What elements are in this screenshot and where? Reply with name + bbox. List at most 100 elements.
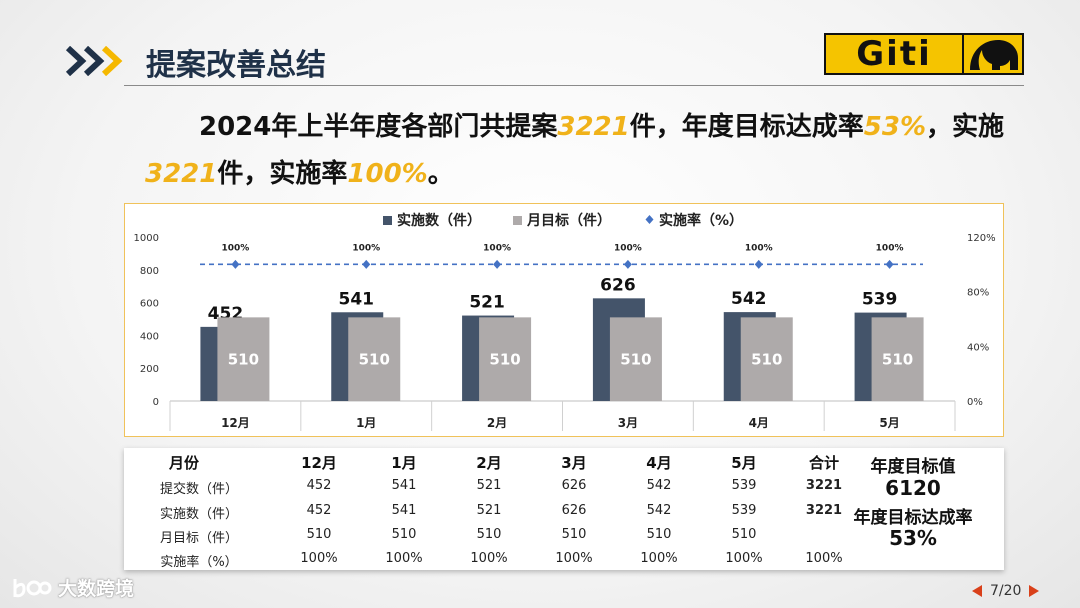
- summary-part: 件，实施率: [217, 159, 348, 189]
- summary-part: ，实施: [926, 112, 1005, 142]
- table-total-cell: 3221: [805, 503, 843, 518]
- y-right-tick-label: 120%: [967, 233, 996, 244]
- legend-label: 实施率（%）: [659, 212, 743, 229]
- table-cell: 541: [391, 478, 417, 493]
- table-total-cell: 3221: [805, 478, 843, 493]
- table-cell: 510: [391, 527, 417, 542]
- y-left-tick-label: 600: [140, 299, 159, 310]
- legend-swatch: [513, 216, 522, 225]
- watermark: 大数跨境: [12, 574, 134, 601]
- chevrons-icon: [66, 46, 123, 76]
- legend-label: 实施数（件）: [397, 212, 481, 229]
- annual-target-value: 6120: [885, 476, 941, 500]
- bar-target: [348, 317, 401, 401]
- table-header-cell: 2月: [476, 454, 502, 472]
- x-tick-label: 5月: [879, 416, 899, 430]
- bar-actual-label: 541: [339, 289, 375, 309]
- table-header-cell: 5月: [731, 454, 757, 472]
- x-tick-label: 12月: [221, 416, 250, 430]
- table-cell: 100%: [385, 551, 423, 566]
- annual-rate-value: 53%: [889, 526, 937, 550]
- y-left-tick-label: 200: [140, 364, 159, 375]
- summary-implementation-rate: 100%: [347, 159, 428, 189]
- legend-swatch: [645, 215, 654, 224]
- table-cell: 100%: [640, 551, 678, 566]
- table-cell: 539: [731, 478, 757, 493]
- elephant-emblem-icon: [964, 35, 1022, 73]
- table-header-cell: 3月: [561, 454, 587, 472]
- rate-point: [362, 259, 371, 269]
- table-header-cell: 4月: [646, 454, 672, 472]
- previous-page-icon[interactable]: [972, 585, 982, 597]
- watermark-text: 大数跨境: [58, 578, 135, 600]
- legend-swatch: [383, 216, 392, 225]
- combo-chart: 实施数（件） 月目标（件） 实施率（%） 0 200 400 600 800 1000 0% 40%…: [134, 212, 996, 431]
- table-cell: 539: [731, 503, 757, 518]
- table-row-label: 实施率（%）: [160, 555, 238, 570]
- bar-target-label: 510: [359, 350, 390, 368]
- annual-rate-label: 年度目标达成率: [853, 508, 973, 528]
- table-cell: 542: [646, 478, 672, 493]
- table-cell: 510: [731, 527, 757, 542]
- table-cell: 510: [561, 527, 587, 542]
- bar-target-label: 510: [751, 350, 782, 368]
- table-cell: 541: [391, 503, 417, 518]
- y-left-tick-label: 0: [153, 397, 159, 408]
- table-cell: 100%: [300, 551, 338, 566]
- rate-point: [231, 259, 240, 269]
- table-cell: 521: [476, 478, 502, 493]
- table-row-label: 实施数（件）: [159, 507, 238, 522]
- x-tick-label: 2月: [487, 416, 507, 430]
- rate-point-label: 100%: [222, 243, 250, 253]
- page-number: 7/20: [990, 583, 1022, 599]
- summary-part: 2024年上半年度各部门共提案: [199, 112, 558, 142]
- table-row-label: 月目标（件）: [159, 531, 238, 546]
- table-cell: 100%: [555, 551, 593, 566]
- rate-point-label: 100%: [352, 243, 380, 253]
- x-tick-label: 3月: [618, 416, 638, 430]
- table-cell: 626: [561, 503, 587, 518]
- summary-part: 。: [427, 159, 454, 189]
- y-right-tick-label: 40%: [967, 342, 989, 353]
- bar-actual-label: 626: [600, 275, 636, 295]
- table-cell: 510: [646, 527, 672, 542]
- bar-target: [217, 317, 270, 401]
- bar-actual-label: 521: [469, 293, 505, 313]
- table-row-label: 提交数（件）: [159, 482, 238, 497]
- rate-point-label: 100%: [876, 243, 904, 253]
- bar-target: [609, 317, 662, 401]
- bar-target-label: 510: [882, 350, 913, 368]
- summary-implemented-count: 3221: [145, 159, 218, 189]
- bar-actual-label: 542: [731, 289, 767, 309]
- chart-panel: 实施数（件） 月目标（件） 实施率（%） 0 200 400 600 800 1000 0% 40%…: [124, 203, 1004, 437]
- table-cell: 521: [476, 503, 502, 518]
- table-header-cell: 月份: [168, 454, 199, 472]
- table-total-cell: 100%: [805, 551, 843, 566]
- rate-point-label: 100%: [614, 243, 642, 253]
- pager: 7/20: [972, 583, 1040, 599]
- table-cell: 626: [561, 478, 587, 493]
- bar-target: [871, 317, 924, 401]
- summary-table: 年度目标值 6120 年度目标达成率 53% 月份 12月 1月 2月 3月 4月 5月 合计…: [124, 448, 1004, 570]
- summary-text: 2024年上半年度各部门共提案3221件，年度目标达成率53%，实施3221件，…: [145, 104, 1015, 198]
- table-cell: 452: [306, 503, 332, 518]
- table-cell: 542: [646, 503, 672, 518]
- bar-target-label: 510: [620, 350, 651, 368]
- table-header-cell: 合计: [808, 454, 839, 472]
- table-cell: 100%: [470, 551, 508, 566]
- header-divider: [124, 85, 1024, 86]
- y-left-tick-label: 1000: [134, 233, 159, 244]
- legend-label: 月目标（件）: [526, 212, 611, 229]
- rate-point-label: 100%: [745, 243, 773, 253]
- annual-target-label: 年度目标值: [870, 457, 956, 477]
- table-cell: 100%: [725, 551, 763, 566]
- summary-annual-rate: 53%: [863, 112, 926, 142]
- summary-proposal-count: 3221: [557, 112, 630, 142]
- x-tick-label: 1月: [356, 416, 376, 430]
- next-page-icon[interactable]: [1029, 585, 1040, 597]
- table-cell: 510: [306, 527, 332, 542]
- table-header-cell: 1月: [391, 454, 417, 472]
- rate-point-label: 100%: [483, 243, 511, 253]
- rate-point: [493, 259, 502, 269]
- page-title: 提案改善总结: [146, 48, 326, 83]
